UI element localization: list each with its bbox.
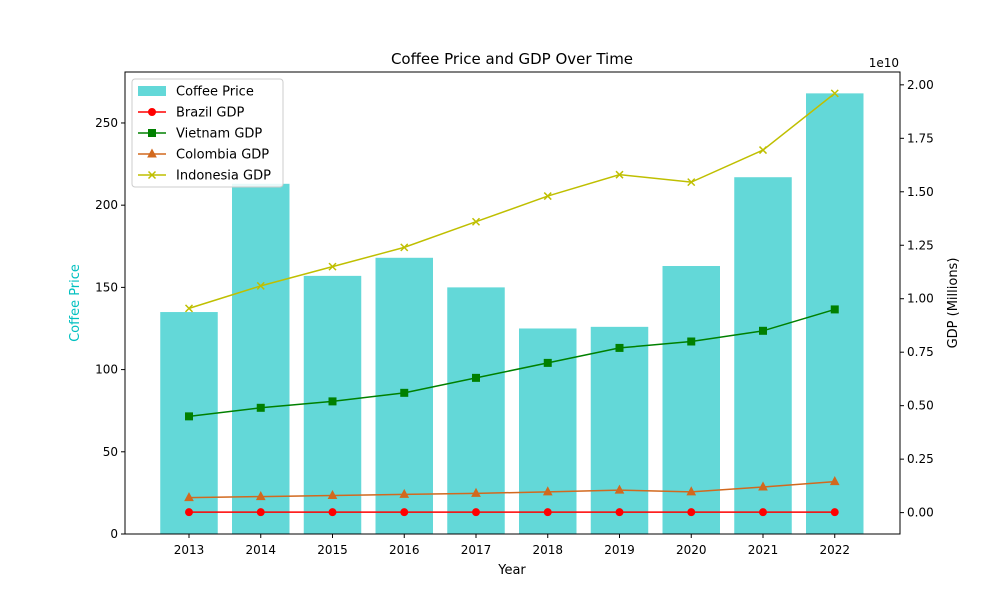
brazil-gdp-legend-marker (148, 108, 156, 116)
right-tick-label: 0.25 (907, 452, 934, 466)
indonesia-gdp-point (184, 304, 194, 313)
colombia-gdp-point (686, 486, 697, 496)
vietnam-gdp-point (400, 388, 409, 397)
coffee-price-bar (447, 287, 505, 534)
vietnam-gdp-point (328, 397, 337, 406)
vietnam-gdp-point (185, 412, 193, 421)
right-tick-label: 1.25 (907, 238, 934, 252)
lines-layer (184, 89, 840, 517)
brazil-gdp-point (687, 508, 696, 517)
x-axis-label: Year (497, 563, 526, 578)
x-tick-label: 2013 (174, 543, 205, 557)
brazil-gdp-point (185, 508, 193, 517)
brazil-gdp-point (759, 508, 767, 517)
x-tick-label: 2021 (748, 543, 779, 557)
colombia-gdp-line (188, 480, 835, 499)
x-tick-label: 2020 (676, 543, 707, 557)
coffee-price-bar (806, 93, 864, 535)
indonesia-gdp-point (328, 262, 337, 271)
coffee-price-bar (232, 183, 290, 534)
x-tick-label: 2014 (245, 543, 276, 557)
brazil-gdp-point (400, 508, 409, 517)
brazil-gdp-legend-label: Brazil GDP (176, 106, 244, 121)
vietnam-gdp-legend-label: Vietnam GDP (176, 127, 262, 142)
right-axis-label: GDP (Millions) (946, 258, 961, 349)
right-tick-label: 1.75 (907, 131, 934, 145)
colombia-gdp-legend-marker (147, 148, 157, 158)
indonesia-gdp-point (830, 89, 839, 98)
right-axis-ticks: 0.00 0.25 0.50 0.75 1.00 1.25 1.50 1.75 2.00 (900, 78, 934, 520)
colombia-gdp-point (758, 481, 768, 491)
colombia-gdp-point (399, 488, 410, 498)
indonesia-gdp-point (471, 217, 481, 226)
x-tick-label: 2022 (819, 543, 850, 557)
x-tick-label: 2016 (389, 543, 420, 557)
colombia-gdp-point (184, 492, 194, 502)
left-tick-label: 0 (110, 527, 118, 541)
colombia-gdp-point (327, 489, 338, 499)
indonesia-gdp-line (188, 92, 836, 310)
vietnam-gdp-point (256, 403, 265, 412)
plot-frame (124, 71, 901, 535)
indonesia-gdp-point (543, 192, 552, 201)
brazil-gdp-point (543, 508, 552, 517)
left-tick-label: 150 (95, 280, 118, 294)
right-tick-label: 1.50 (907, 185, 934, 199)
left-tick-label: 100 (95, 363, 118, 377)
x-axis-ticks: 2013 2014 2015 2016 2017 2018 2019 2020 2021 2022 (174, 534, 850, 557)
x-tick-label: 2017 (461, 543, 492, 557)
right-tick-label: 0.50 (907, 399, 934, 413)
coffee-price-legend-label: Coffee Price (176, 85, 254, 100)
right-tick-label: 0.00 (907, 506, 934, 520)
indonesia-gdp-point (400, 243, 409, 252)
left-tick-label: 250 (95, 116, 118, 130)
vietnam-gdp-point (615, 343, 624, 352)
vietnam-gdp-point (830, 305, 839, 314)
coffee-price-bar (734, 177, 792, 535)
left-tick-label: 50 (103, 445, 118, 459)
right-axis-multiplier: 1e10 (869, 56, 899, 70)
vietnam-gdp-point (759, 326, 767, 335)
brazil-gdp-point (256, 508, 265, 517)
left-axis-label: Coffee Price (68, 264, 83, 342)
indonesia-gdp-point (687, 178, 696, 187)
vietnam-gdp-point (543, 358, 552, 367)
brazil-gdp-point (472, 508, 480, 517)
vietnam-gdp-point (472, 373, 480, 382)
x-tick-label: 2019 (604, 543, 635, 557)
indonesia-gdp-point (758, 146, 768, 155)
brazil-gdp-point (830, 508, 839, 517)
vietnam-gdp-legend-marker (148, 129, 156, 137)
legend-box (131, 78, 284, 188)
colombia-gdp-point (255, 491, 266, 501)
indonesia-gdp-point (256, 281, 265, 290)
colombia-gdp-point (542, 486, 553, 496)
colombia-gdp-legend-label: Colombia GDP (176, 148, 269, 163)
legend: Coffee Price Brazil GDP Vietnam GDP Colombi… (131, 78, 284, 188)
brazil-gdp-point (615, 508, 624, 517)
coffee-price-bar (590, 326, 649, 534)
indonesia-gdp-legend-marker (147, 170, 157, 180)
vietnam-gdp-point (687, 337, 696, 346)
vietnam-gdp-line (188, 308, 835, 418)
left-axis-ticks: 0 50 100 150 200 250 (95, 116, 125, 541)
indonesia-gdp-legend-label: Indonesia GDP (176, 169, 271, 184)
colombia-gdp-point (829, 476, 840, 486)
right-tick-label: 2.00 (907, 78, 934, 92)
right-tick-label: 0.75 (907, 345, 934, 359)
colombia-gdp-point (471, 487, 481, 497)
brazil-gdp-point (328, 508, 337, 517)
coffee-price-legend-swatch (138, 86, 166, 96)
colombia-gdp-point (614, 484, 625, 494)
x-tick-label: 2015 (317, 543, 348, 557)
left-tick-label: 200 (95, 198, 118, 212)
x-tick-label: 2018 (532, 543, 563, 557)
indonesia-gdp-point (615, 170, 624, 179)
chart-title: Coffee Price and GDP Over Time (391, 50, 633, 68)
right-tick-label: 1.00 (907, 292, 934, 306)
